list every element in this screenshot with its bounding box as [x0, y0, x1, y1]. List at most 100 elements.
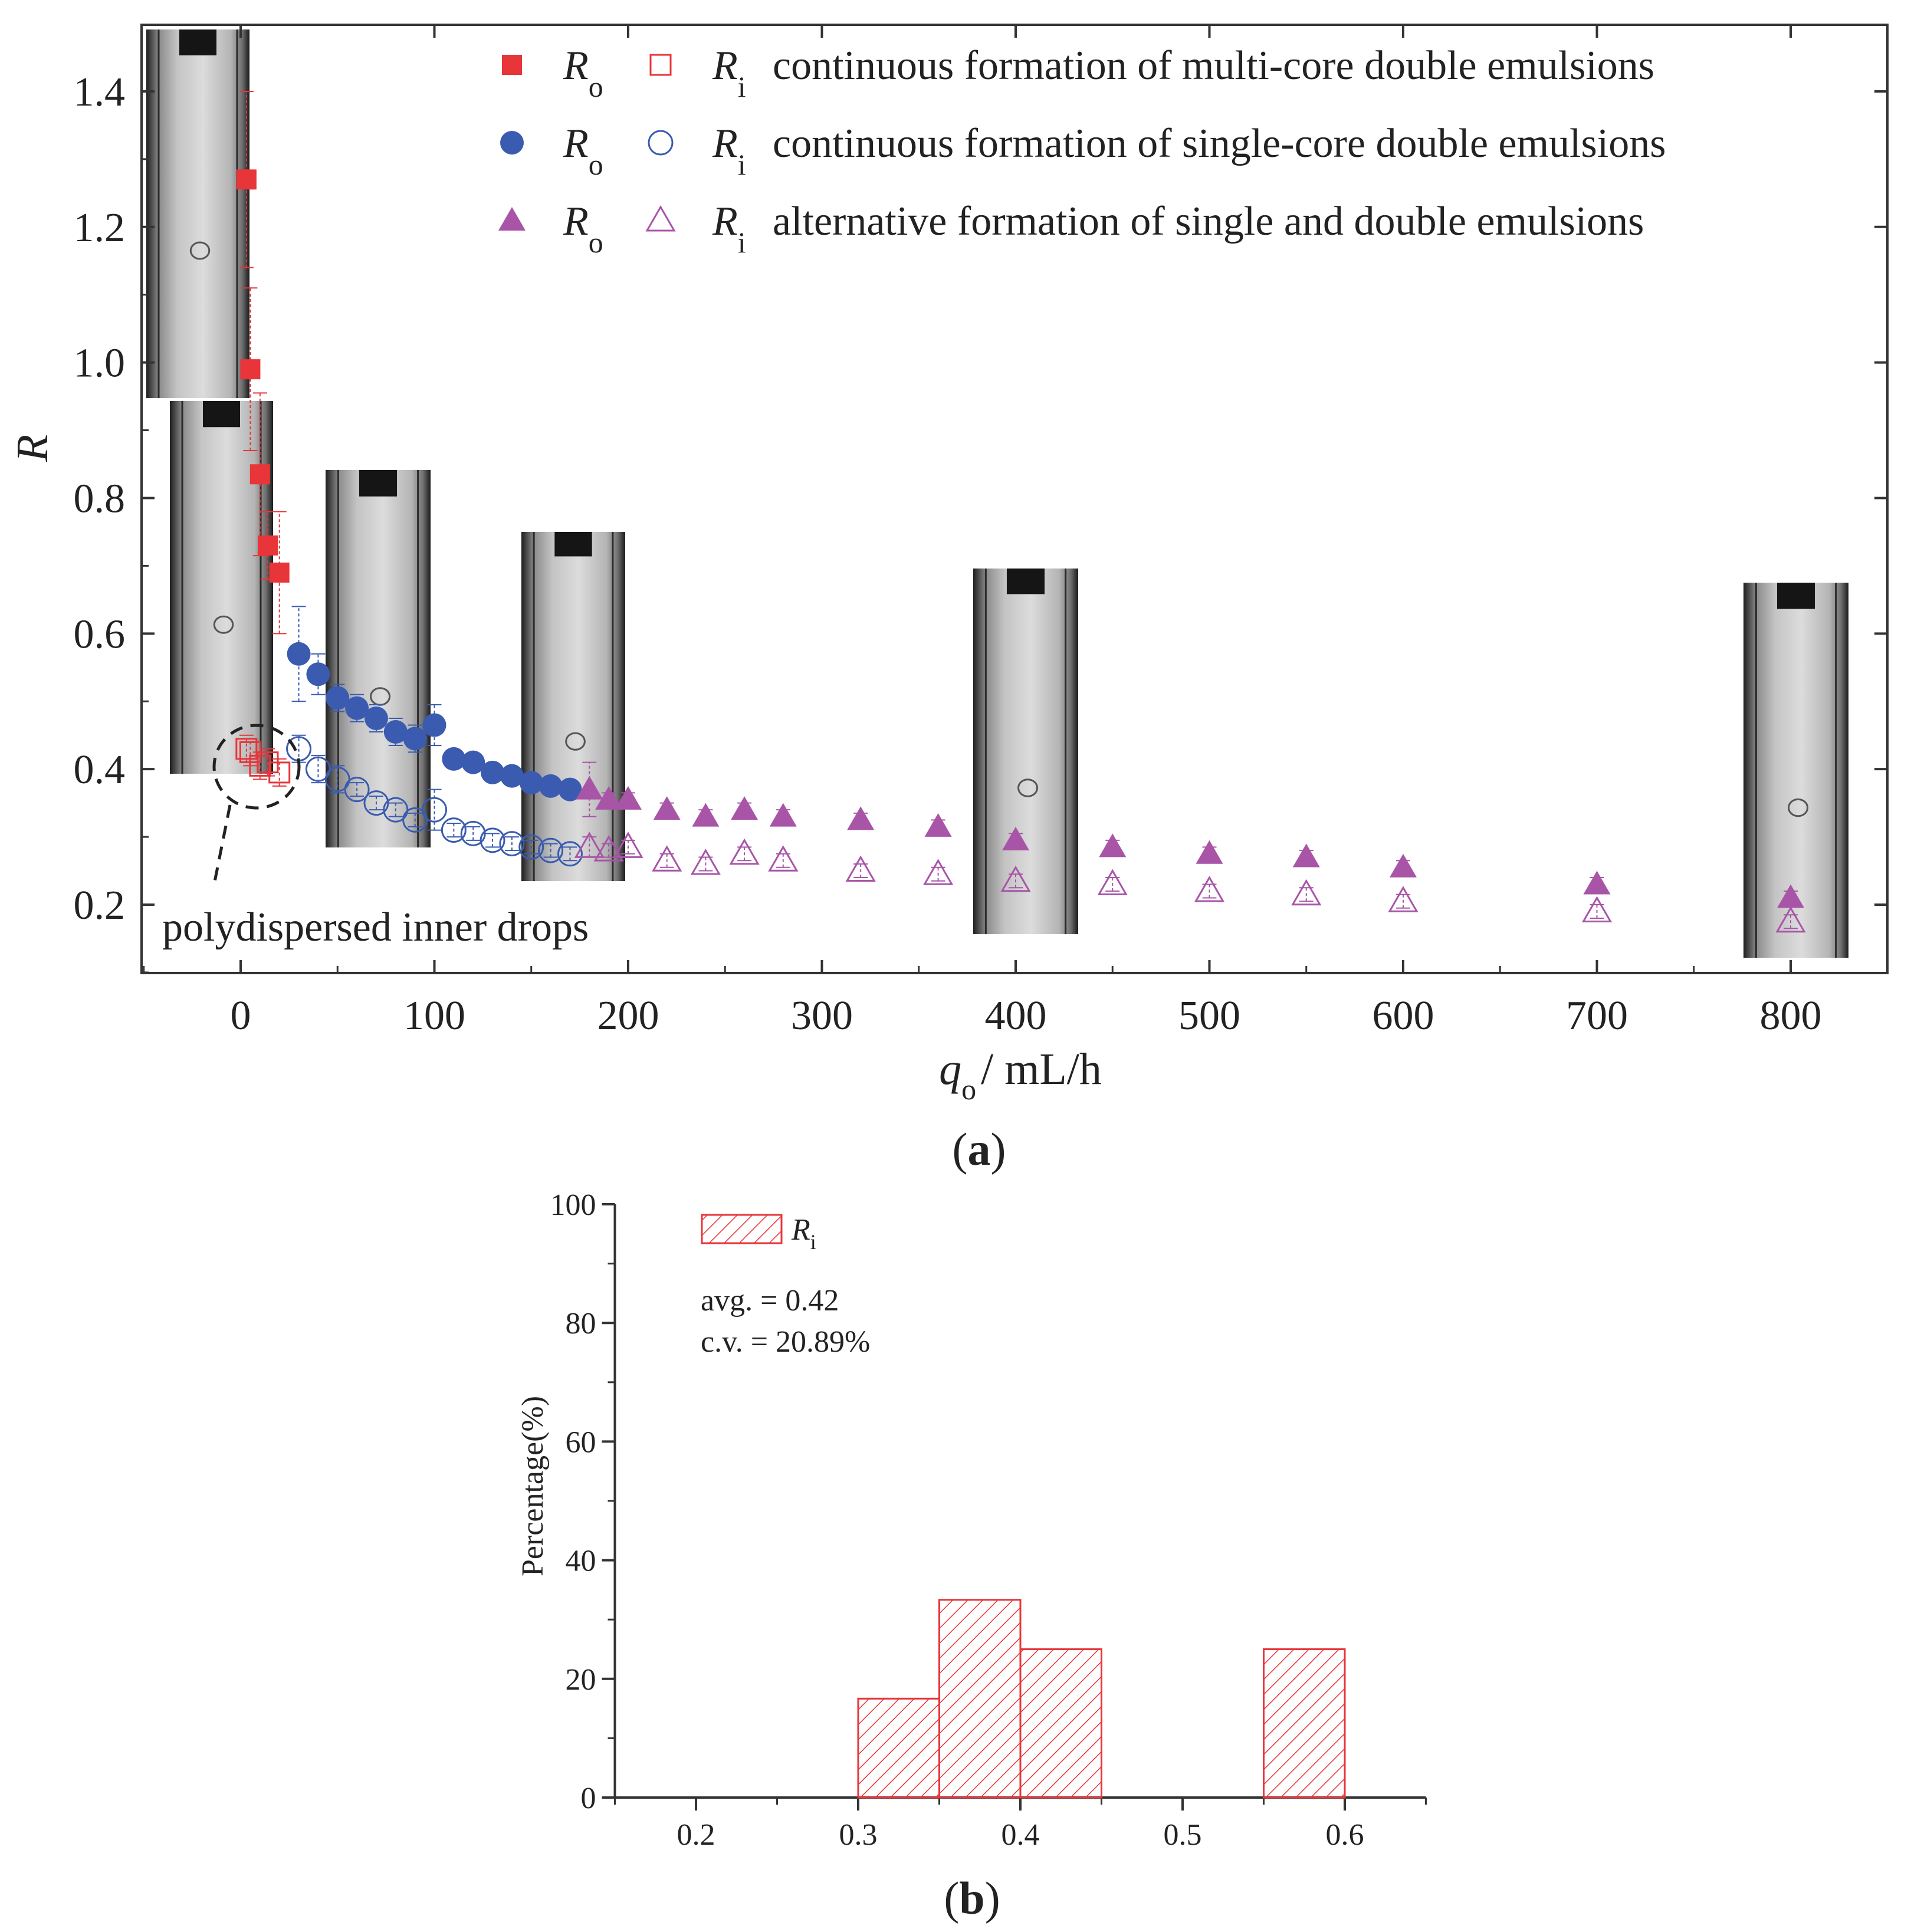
avg-text: avg. = 0.42 — [701, 1284, 839, 1317]
data-point — [249, 464, 270, 485]
data-point — [344, 777, 370, 803]
x-tick-label-b: 0.4 — [1002, 1818, 1040, 1852]
data-point — [558, 777, 582, 801]
legend-ro-label: Ro — [563, 43, 603, 103]
data-point — [324, 766, 350, 792]
data-point — [383, 797, 409, 823]
data-point — [690, 849, 721, 875]
legend-marker-open — [648, 130, 674, 156]
data-point — [923, 859, 954, 885]
data-point — [422, 797, 447, 823]
data-point — [441, 817, 467, 843]
data-point — [539, 774, 563, 798]
data-point — [1196, 840, 1223, 864]
data-point — [1291, 879, 1322, 906]
data-point — [460, 820, 486, 846]
data-point — [1777, 884, 1804, 908]
x-tick-label-a: 600 — [1372, 993, 1434, 1039]
data-point — [383, 719, 408, 744]
data-point — [345, 696, 369, 720]
y-tick-label-a: 1.4 — [74, 70, 126, 115]
chart-b: 0 20 40 60 80 100 0.2 0.3 0.4 0.5 0.6 Percentage(%… — [516, 1188, 1427, 1924]
y-axis-a: 0.2 0.4 0.6 0.8 1.0 1.2 1.4 — [74, 70, 1887, 974]
legend-marker-open — [649, 54, 672, 76]
data-point — [306, 662, 330, 686]
data-point — [595, 786, 623, 810]
legend-marker-filled — [498, 207, 526, 231]
x-tick-label-a: 300 — [791, 993, 853, 1039]
y-tick-label-a: 1.2 — [74, 205, 126, 251]
x-axis-a: 0 100 200 300 400 500 600 700 800 — [143, 25, 1822, 1039]
legend-b-swatch — [701, 1214, 783, 1244]
annotation-leader — [212, 804, 232, 888]
legend-ri-label: Ri — [712, 199, 746, 259]
data-point — [326, 686, 350, 710]
y-tick-label-b: 80 — [566, 1307, 596, 1340]
data-point — [768, 845, 799, 872]
data-point — [1581, 896, 1613, 922]
data-point — [240, 359, 261, 380]
data-point — [653, 796, 681, 820]
legend-ri-label: Ri — [712, 43, 746, 103]
legend-ro-label: Ro — [563, 121, 603, 181]
polydisperse-circle — [212, 724, 301, 810]
data-point — [1388, 886, 1419, 912]
y-tick-label-a: 0.2 — [74, 883, 126, 928]
x-tick-label-a: 100 — [403, 993, 465, 1039]
y-axis-label-a: R — [8, 435, 57, 462]
data-point — [593, 835, 624, 862]
legend-marker-open — [645, 205, 676, 232]
y-tick-label-b: 40 — [566, 1545, 596, 1578]
data-point — [305, 756, 331, 782]
data-point — [613, 832, 643, 858]
x-tick-label-b: 0.5 — [1164, 1818, 1202, 1852]
data-point — [236, 169, 257, 190]
cv-text: c.v. = 20.89% — [701, 1325, 870, 1359]
data-point — [692, 803, 720, 827]
legend-description: continuous formation of single-core doub… — [773, 121, 1666, 166]
caption-b: (b) — [944, 1872, 1000, 1924]
y-tick-label-b: 60 — [566, 1425, 596, 1459]
data-point — [499, 831, 525, 857]
data-point — [363, 790, 389, 816]
data-point — [481, 760, 505, 784]
data-point — [847, 806, 875, 830]
data-point — [269, 562, 290, 583]
data-point — [769, 803, 797, 827]
x-tick-label-a: 200 — [597, 993, 659, 1039]
data-point — [402, 807, 428, 833]
legend-entry-1: Ro Ri continuous formation of multi-core d… — [502, 43, 1654, 103]
data-points — [235, 169, 1806, 933]
data-point — [1099, 833, 1127, 857]
x-tick-label-a: 700 — [1566, 993, 1628, 1039]
data-point — [576, 776, 603, 800]
x-tick-label-b: 0.2 — [677, 1818, 715, 1852]
data-point — [480, 827, 505, 853]
data-point — [1000, 865, 1031, 892]
y-tick-label-b: 0 — [581, 1782, 596, 1815]
legend-ro-label: Ro — [563, 199, 603, 259]
y-tick-label-a: 1.0 — [74, 341, 126, 386]
legend-a: Ro Ri continuous formation of multi-core d… — [498, 43, 1666, 259]
data-point — [442, 747, 466, 771]
legend-marker-filled — [500, 131, 524, 155]
legend-b-label: Ri — [791, 1213, 816, 1254]
data-point — [500, 764, 524, 788]
chart-a: 0.2 0.4 0.6 0.8 1.0 1.2 1.4 0 100 200 300 400 500 60… — [8, 24, 1889, 1175]
histogram-bar — [1263, 1648, 1346, 1799]
data-point — [731, 796, 759, 820]
legend-entry-2: Ro Ri continuous formation of single-core … — [500, 121, 1666, 181]
micrograph-inset-2 — [170, 401, 273, 774]
caption-a: (a) — [953, 1123, 1006, 1175]
x-tick-label-b: 0.3 — [839, 1818, 878, 1852]
micrograph-inset-6 — [1743, 583, 1848, 958]
x-tick-label-a: 500 — [1178, 993, 1240, 1039]
histogram-bars — [857, 1599, 1346, 1799]
legend-marker-filled — [502, 55, 522, 75]
data-point — [257, 535, 278, 556]
data-point — [268, 761, 291, 784]
y-axis-label-b: Percentage(%) — [516, 1396, 550, 1576]
data-point — [1002, 826, 1029, 850]
micrograph-inset-4 — [521, 532, 625, 881]
annotation-text: polydispersed inner drops — [162, 905, 589, 950]
